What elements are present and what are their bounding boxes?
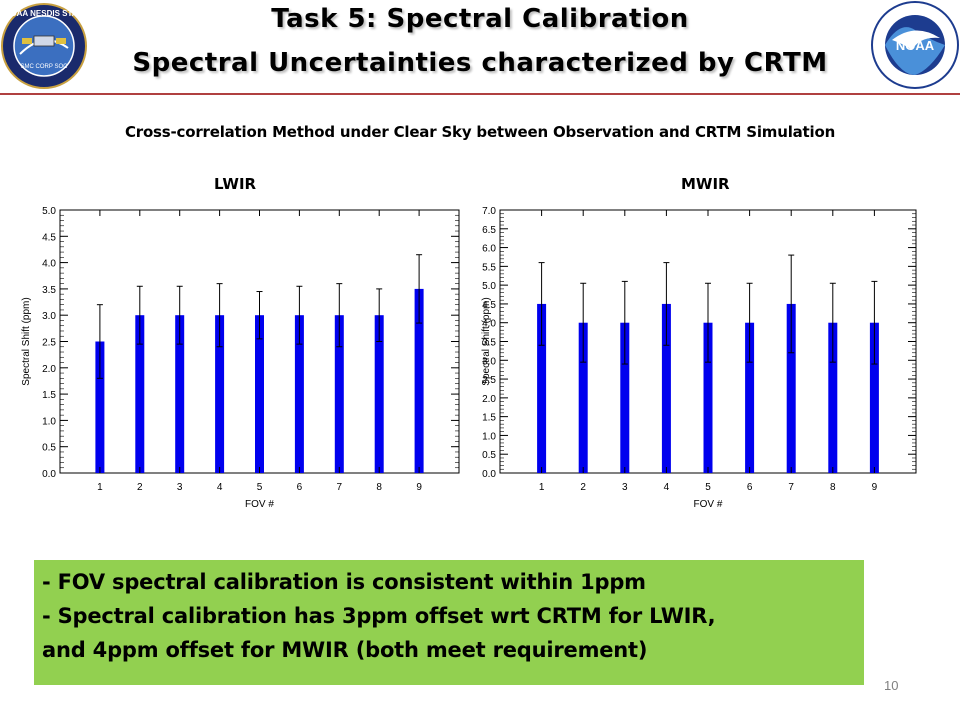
noaa-logo: NOAA <box>871 1 959 89</box>
y-tick-label: 3.5 <box>482 338 496 349</box>
mwir-bar-chart: 0.0 0.5 1.0 1.5 2.0 2.5 3.0 3.5 4.0 4.5 5.0 5.5 6.0 6… <box>481 206 917 510</box>
y-tick-label: 4.5 <box>482 300 496 311</box>
bar <box>334 315 344 473</box>
x-tick-label: 1 <box>539 482 545 493</box>
y-tick-label: 2.5 <box>42 338 56 349</box>
x-axis-title: FOV # <box>245 499 274 510</box>
bar <box>786 303 796 473</box>
lwir-bar-chart: 0.0 0.5 1.0 1.5 2.0 2.5 3.0 3.5 4.0 4.5 5.0 1 2 3 4 5 6 7… <box>21 206 460 510</box>
bar <box>703 322 713 473</box>
bar <box>175 315 185 473</box>
y-tick-label: 1.0 <box>482 431 496 442</box>
title-line-2: Spectral Uncertainties characterized by … <box>132 48 828 78</box>
summary-line: - Spectral calibration has 3ppm offset w… <box>42 604 716 628</box>
x-tick-label: 3 <box>177 482 183 493</box>
y-tick-label: 1.0 <box>42 416 56 427</box>
x-tick-label: 8 <box>830 482 836 493</box>
bar <box>95 341 105 473</box>
bar <box>294 315 304 473</box>
bar <box>135 315 145 473</box>
y-tick-label: 5.0 <box>42 206 56 217</box>
y-tick-label: 0.0 <box>482 469 496 480</box>
bar <box>620 322 630 473</box>
bar <box>869 322 879 473</box>
bar <box>414 288 424 473</box>
bar <box>255 315 264 473</box>
y-tick-label: 2.5 <box>482 375 496 386</box>
y-tick-label: 7.0 <box>482 206 496 217</box>
bar <box>578 322 588 473</box>
x-tick-label: 8 <box>376 482 382 493</box>
title-line-1: Task 5: Spectral Calibration <box>271 4 689 34</box>
x-tick-label: 1 <box>97 482 103 493</box>
y-tick-label: 3.5 <box>42 285 56 296</box>
bar <box>374 315 384 473</box>
logo-right-text: NOAA <box>896 38 935 53</box>
x-axis-title: FOV # <box>694 499 723 510</box>
summary-line: and 4ppm offset for MWIR (both meet requ… <box>42 638 648 662</box>
summary-line: - FOV spectral calibration is consistent… <box>42 570 646 594</box>
y-tick-label: 4.5 <box>42 232 56 243</box>
y-tick-label: 1.5 <box>42 390 56 401</box>
logo-left-subtext: SMC CORP SOC <box>21 64 69 70</box>
chart-title-mwir: MWIR <box>681 175 730 193</box>
summary-box: - FOV spectral calibration is consistent… <box>34 560 864 685</box>
x-tick-label: 4 <box>664 482 670 493</box>
y-tick-label: 0.5 <box>482 450 496 461</box>
y-tick-label: 1.5 <box>482 413 496 424</box>
y-tick-label: 6.5 <box>482 225 496 236</box>
y-tick-label: 6.0 <box>482 244 496 255</box>
x-tick-label: 5 <box>257 482 263 493</box>
bar <box>828 322 838 473</box>
y-tick-label: 0.0 <box>42 469 56 480</box>
bar <box>745 322 755 473</box>
y-tick-label: 3.0 <box>482 356 496 367</box>
y-tick-label: 5.5 <box>482 262 496 273</box>
y-tick-label: 2.0 <box>42 364 56 375</box>
y-tick-label: 2.0 <box>482 394 496 405</box>
y-axis-title: Spectral Shift (ppm) <box>481 297 492 385</box>
bar <box>661 303 671 473</box>
x-tick-label: 5 <box>705 482 711 493</box>
y-tick-label: 5.0 <box>482 281 496 292</box>
x-tick-label: 9 <box>872 482 878 493</box>
x-tick-label: 9 <box>416 482 422 493</box>
x-tick-label: 6 <box>747 482 753 493</box>
y-tick-label: 3.0 <box>42 311 56 322</box>
y-tick-label: 4.0 <box>42 259 56 270</box>
y-tick-label: 4.0 <box>482 319 496 330</box>
noaa-nesdis-star-logo: NOAA NESDIS STAR SMC CORP SOC <box>1 3 87 89</box>
title-divider <box>0 93 960 95</box>
x-tick-label: 4 <box>217 482 223 493</box>
logo-left-text: NOAA NESDIS STAR <box>5 9 84 18</box>
bar <box>537 303 547 473</box>
chart-title-lwir: LWIR <box>214 175 257 193</box>
x-tick-label: 2 <box>580 482 586 493</box>
subtitle: Cross-correlation Method under Clear Sky… <box>124 123 836 141</box>
x-tick-label: 3 <box>622 482 628 493</box>
x-tick-label: 6 <box>297 482 303 493</box>
page-number: 10 <box>884 678 899 693</box>
x-tick-label: 7 <box>788 482 794 493</box>
y-tick-label: 0.5 <box>42 443 56 454</box>
x-tick-label: 2 <box>137 482 143 493</box>
x-tick-label: 7 <box>337 482 343 493</box>
y-axis-title: Spectral Shift (ppm) <box>21 297 32 385</box>
bar <box>215 315 225 473</box>
